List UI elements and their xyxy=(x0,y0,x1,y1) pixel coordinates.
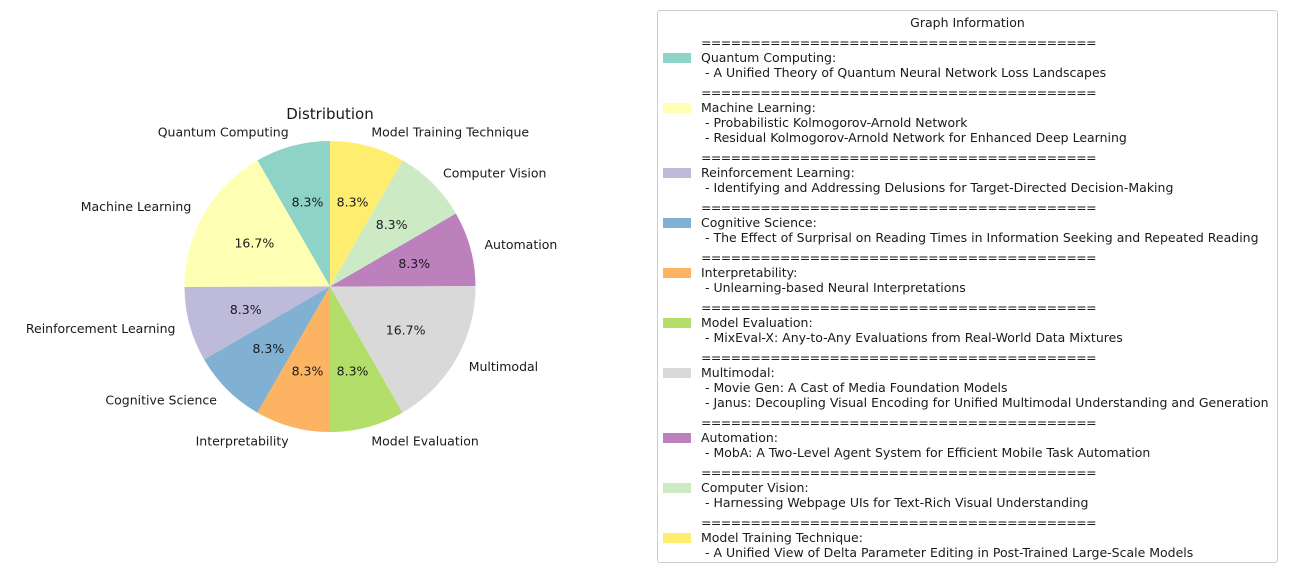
legend-category: Model Evaluation: xyxy=(701,315,813,330)
legend-box: Graph Information ======================… xyxy=(657,10,1278,563)
pie-slice-8 xyxy=(330,160,456,287)
legend-item: - A Unified Theory of Quantum Neural Net… xyxy=(701,65,1107,80)
pie-category-label-1: Machine Learning xyxy=(81,199,192,214)
legend-category: Reinforcement Learning: xyxy=(701,165,855,180)
legend-swatch xyxy=(663,218,691,228)
legend-item: - Janus: Decoupling Visual Encoding for … xyxy=(701,395,1269,410)
legend-item: - The Effect of Surprisal on Reading Tim… xyxy=(701,230,1259,245)
legend-separator: ======================================== xyxy=(701,515,1097,530)
legend-swatch xyxy=(663,533,691,543)
legend-category: Cognitive Science: xyxy=(701,215,817,230)
pie-slice-6 xyxy=(330,286,476,413)
pie-category-label-7: Automation xyxy=(484,237,557,252)
legend-category: Interpretability: xyxy=(701,265,798,280)
legend-item: - Harnessing Webpage UIs for Text-Rich V… xyxy=(701,495,1089,510)
pie-percent-label-4: 8.3% xyxy=(292,363,324,378)
pie-slice-0 xyxy=(257,141,330,287)
legend-separator: ======================================== xyxy=(701,350,1097,365)
legend-separator: ======================================== xyxy=(701,150,1097,165)
legend-item: - Unlearning-based Neural Interpretation… xyxy=(701,280,966,295)
pie-percent-label-6: 16.7% xyxy=(386,323,426,338)
legend-separator: ======================================== xyxy=(701,300,1097,315)
legend-swatch xyxy=(663,318,691,328)
pie-slice-1 xyxy=(184,160,330,287)
pie-slice-5 xyxy=(330,286,403,432)
pie-slice-7 xyxy=(330,213,476,287)
legend-category: Machine Learning: xyxy=(701,100,816,115)
legend-separator: ======================================== xyxy=(701,250,1097,265)
pie-percent-label-9: 8.3% xyxy=(337,195,369,210)
pie-percent-labels: 8.3% 16.7% 8.3% 8.3% 8.3% 8.3% 16.7% 8.3% 8.3% 8.… xyxy=(230,195,430,379)
legend-item: - Probabilistic Kolmogorov-Arnold Networ… xyxy=(701,115,968,130)
pie-percent-label-7: 8.3% xyxy=(398,256,430,271)
legend-entries: ========================================… xyxy=(658,11,1277,562)
legend-category: Quantum Computing: xyxy=(701,50,837,65)
pie-category-label-3: Cognitive Science xyxy=(105,392,217,407)
pie-percent-label-5: 8.3% xyxy=(337,363,369,378)
pie-category-label-6: Multimodal xyxy=(469,359,538,374)
legend-swatch xyxy=(663,483,691,493)
pie-category-label-0: Quantum Computing xyxy=(158,124,289,139)
pie-percent-label-2: 8.3% xyxy=(230,302,262,317)
pie-category-label-5: Model Evaluation xyxy=(371,434,478,449)
legend-separator: ======================================== xyxy=(701,200,1097,215)
pie-category-labels: Quantum Computing Machine Learning Reinfor… xyxy=(26,124,557,448)
pie-slice-2 xyxy=(184,286,330,360)
legend-separator: ======================================== xyxy=(701,415,1097,430)
legend-swatch xyxy=(663,368,691,378)
legend-swatch xyxy=(663,433,691,443)
legend-item: - Identifying and Addressing Delusions f… xyxy=(701,180,1174,195)
chart-title: Distribution xyxy=(286,105,374,123)
pie-slice-4 xyxy=(257,286,330,432)
legend-category: Automation: xyxy=(701,430,779,445)
legend-item: - Movie Gen: A Cast of Media Foundation … xyxy=(701,380,1008,395)
pie-category-label-9: Model Training Technique xyxy=(371,124,529,139)
pie-slice-9 xyxy=(330,141,403,287)
legend-separator: ======================================== xyxy=(701,465,1097,480)
legend-item: - A Unified View of Delta Parameter Edit… xyxy=(701,545,1194,560)
legend-title: Graph Information xyxy=(910,15,1025,30)
pie-percent-label-1: 16.7% xyxy=(234,235,274,250)
pie-percent-label-3: 8.3% xyxy=(252,341,284,356)
legend-category: Computer Vision: xyxy=(701,480,809,495)
pie-slice-3 xyxy=(204,286,330,413)
pie-category-label-2: Reinforcement Learning xyxy=(26,321,176,336)
legend-item: - MobA: A Two-Level Agent System for Eff… xyxy=(701,445,1151,460)
legend-swatch xyxy=(663,53,691,63)
legend-separator: ======================================== xyxy=(701,85,1097,100)
legend-category: Model Training Technique: xyxy=(701,530,863,545)
pie-percent-label-8: 8.3% xyxy=(376,217,408,232)
legend-separator: ======================================== xyxy=(701,35,1097,50)
legend-swatch xyxy=(663,103,691,113)
pie-category-label-4: Interpretability xyxy=(196,434,290,449)
pie-chart: Distribution 8.3% 16.7% 8.3% 8.3% 8.3% 8.3% 16… xyxy=(26,105,557,449)
legend-item: - Residual Kolmogorov-Arnold Network for… xyxy=(701,130,1127,145)
pie-slices xyxy=(184,141,476,432)
legend-swatch xyxy=(663,168,691,178)
pie-category-label-8: Computer Vision xyxy=(443,166,546,181)
legend-category: Multimodal: xyxy=(701,365,775,380)
legend-item: - MixEval-X: Any-to-Any Evaluations from… xyxy=(701,330,1123,345)
pie-percent-label-0: 8.3% xyxy=(292,195,324,210)
legend-swatch xyxy=(663,268,691,278)
